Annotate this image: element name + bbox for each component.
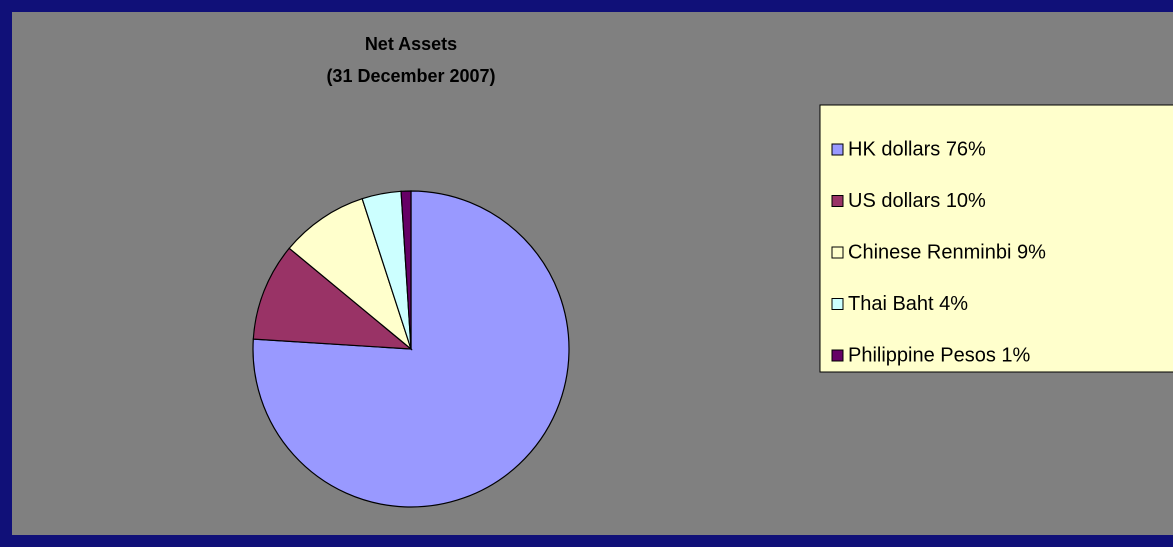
legend-swatch [831,298,844,310]
legend-label: Philippine Pesos 1% [848,344,1031,366]
legend-box [819,104,1173,373]
legend-label: HK dollars 76% [848,138,986,160]
pie-slice [252,247,413,350]
chart-title: Net Assets [365,34,457,54]
legend-label: US dollars 10% [848,190,986,212]
legend-label: Chinese Renminbi 9% [848,241,1046,263]
pie-slice [288,197,413,351]
chart-subtitle: (31 December 2007) [326,66,495,86]
pie-slice [400,190,412,350]
legend-swatch [831,143,844,156]
legend-swatch [831,246,844,259]
legend-label: Thai Baht 4% [848,293,968,315]
legend-swatch [831,195,844,207]
legend-swatch [831,349,844,362]
